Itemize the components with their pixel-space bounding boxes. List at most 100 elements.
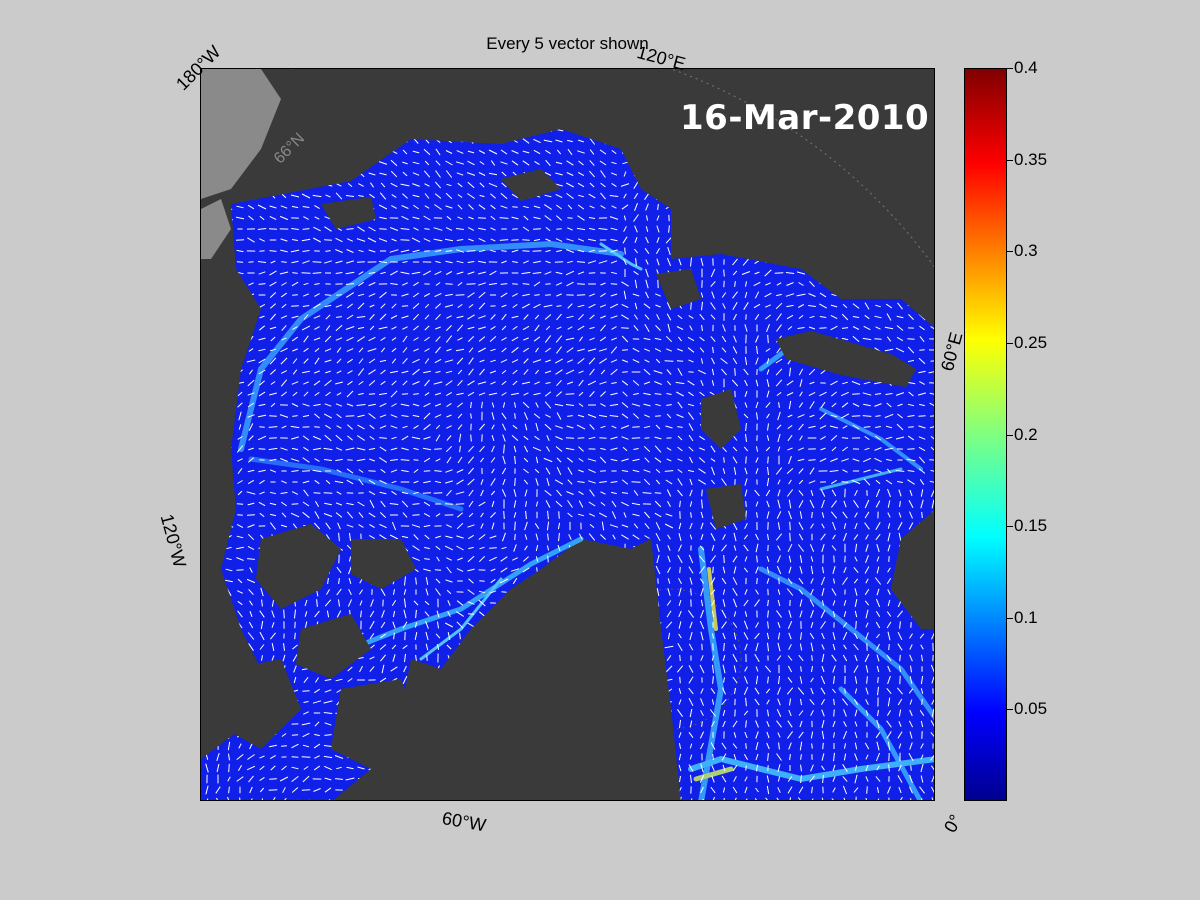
- drift-vector: [710, 742, 716, 750]
- drift-vector: [391, 347, 397, 353]
- drift-vector: [842, 631, 848, 641]
- drift-vector: [414, 631, 418, 641]
- drift-vector: [369, 499, 375, 509]
- drift-vector: [523, 435, 529, 441]
- drift-vector: [886, 731, 892, 739]
- drift-vector: [854, 731, 858, 739]
- drift-vector: [467, 478, 475, 486]
- drift-vector: [456, 172, 464, 176]
- drift-vector: [313, 743, 321, 749]
- drift-vector: [514, 533, 516, 541]
- drift-vector: [246, 359, 256, 363]
- drift-vector: [565, 447, 575, 451]
- drift-vector: [523, 215, 529, 221]
- drift-vector: [755, 675, 759, 685]
- drift-vector: [270, 796, 276, 800]
- drift-vector: [820, 576, 826, 586]
- shelf-region: [201, 69, 281, 199]
- drift-vector: [798, 731, 804, 739]
- drift-vector: [227, 796, 231, 800]
- drift-vector: [886, 687, 892, 695]
- drift-vector: [699, 391, 705, 397]
- drift-vector: [379, 228, 387, 230]
- drift-vector: [886, 621, 892, 629]
- drift-vector: [411, 524, 421, 528]
- drift-vector: [334, 480, 344, 484]
- drift-vector: [501, 337, 507, 341]
- drift-vector: [589, 524, 595, 528]
- drift-vector: [732, 577, 738, 585]
- drift-vector: [600, 369, 606, 375]
- drift-vector: [357, 414, 365, 418]
- drift-vector: [577, 271, 585, 275]
- drift-vector: [722, 787, 726, 793]
- drift-vector: [247, 469, 255, 473]
- drift-vector: [810, 677, 814, 683]
- drift-vector: [478, 204, 486, 210]
- drift-vector: [919, 403, 925, 407]
- drift-vector: [347, 435, 353, 441]
- drift-vector: [346, 238, 354, 242]
- drift-vector: [346, 468, 354, 474]
- drift-vector: [535, 369, 539, 375]
- drift-vector: [280, 347, 288, 353]
- drift-vector: [852, 403, 860, 407]
- drift-vector: [588, 303, 596, 309]
- drift-vector: [467, 292, 475, 298]
- drift-vector: [821, 653, 825, 663]
- drift-vector: [743, 686, 749, 696]
- drift-vector: [314, 283, 320, 285]
- drift-vector: [478, 599, 486, 607]
- drift-vector: [249, 600, 253, 606]
- drift-vector: [480, 457, 484, 463]
- drift-vector: [776, 720, 782, 728]
- drift-vector: [876, 798, 880, 800]
- drift-vector: [667, 555, 671, 563]
- drift-vector: [269, 270, 277, 276]
- drift-vector: [302, 690, 310, 692]
- drift-vector: [391, 403, 397, 407]
- drift-vector: [712, 676, 714, 684]
- drift-vector: [777, 776, 781, 782]
- drift-vector: [587, 458, 597, 462]
- drift-vector: [667, 534, 671, 540]
- drift-vector: [788, 455, 792, 465]
- drift-vector: [521, 303, 531, 309]
- drift-vector: [711, 479, 715, 485]
- drift-vector: [467, 261, 475, 263]
- drift-vector: [897, 731, 903, 739]
- drift-vector: [810, 798, 814, 800]
- drift-vector: [257, 228, 267, 230]
- drift-vector: [467, 568, 475, 572]
- drift-vector: [854, 598, 858, 608]
- drift-vector: [479, 368, 485, 376]
- drift-vector: [587, 414, 597, 418]
- drift-vector: [588, 193, 596, 199]
- drift-vector: [228, 753, 230, 761]
- drift-vector: [435, 313, 441, 321]
- drift-vector: [689, 489, 693, 497]
- drift-vector: [434, 292, 442, 298]
- drift-vector: [754, 653, 760, 663]
- colorbar-tick-label: 0.1: [1014, 608, 1038, 627]
- drift-vector: [865, 665, 869, 673]
- drift-vector: [832, 632, 836, 640]
- drift-vector: [621, 335, 629, 343]
- drift-vector: [865, 555, 869, 563]
- drift-vector: [500, 205, 508, 209]
- drift-vector: [909, 644, 913, 650]
- drift-vector: [875, 621, 881, 629]
- drift-vector: [577, 513, 585, 517]
- drift-vector: [336, 588, 342, 596]
- drift-vector: [268, 447, 278, 451]
- drift-vector: [357, 293, 365, 297]
- drift-vector: [556, 215, 562, 221]
- drift-vector: [910, 798, 912, 800]
- drift-vector: [412, 358, 420, 364]
- drift-vector: [587, 380, 597, 386]
- drift-vector: [898, 764, 902, 772]
- drift-vector: [831, 500, 837, 508]
- drift-vector: [800, 754, 802, 760]
- drift-vector: [701, 324, 703, 332]
- drift-vector: [280, 357, 288, 365]
